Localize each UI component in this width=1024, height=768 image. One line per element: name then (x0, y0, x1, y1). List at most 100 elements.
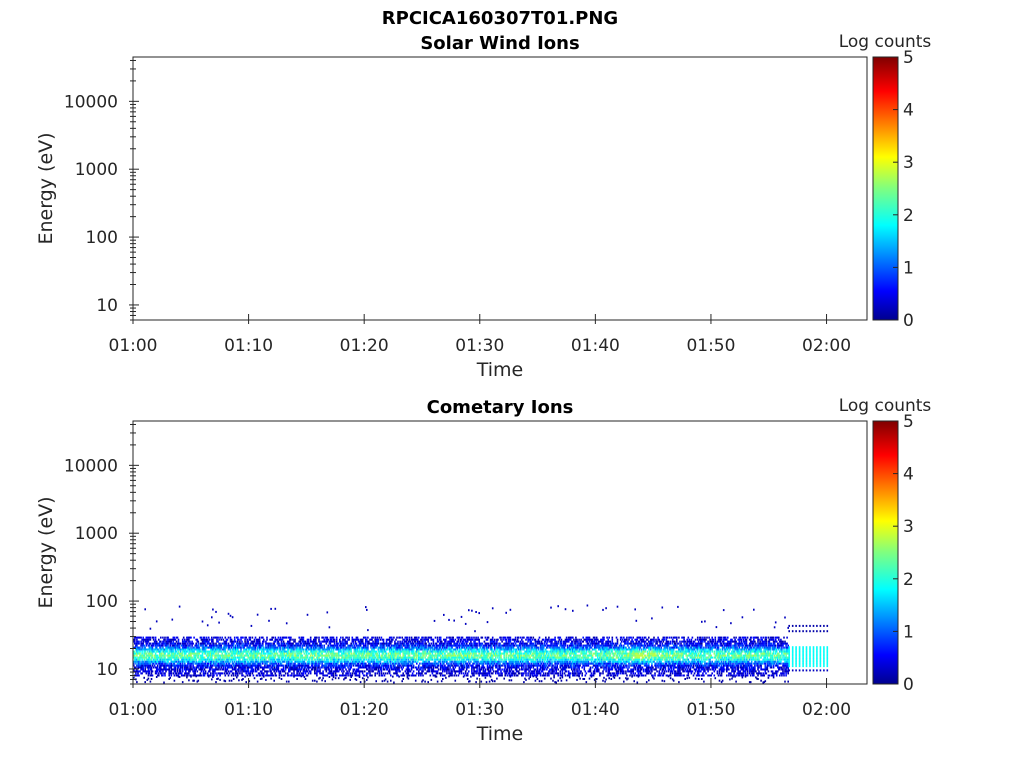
spectrogram-cell (252, 650, 255, 653)
spectrogram-cell (475, 638, 477, 641)
spectrogram-cell (367, 646, 369, 649)
spectrogram-cell (211, 678, 213, 681)
spectrogram-cell (371, 668, 373, 671)
spectrogram-cell (378, 666, 381, 669)
spectrogram-cell (426, 638, 428, 641)
spectrogram-cell (204, 672, 207, 675)
spectrogram-cell (325, 654, 328, 657)
spectrogram-cell (258, 662, 261, 665)
spectrogram-cell (225, 664, 228, 667)
spectrogram-cell (335, 670, 338, 673)
spectrogram-cell (316, 672, 318, 675)
spectrogram-cell (482, 654, 485, 657)
spectrogram-cell (482, 664, 485, 667)
spectrogram-cell (478, 648, 480, 651)
spectrogram-cell (449, 658, 451, 661)
spectrogram-cell (201, 660, 204, 663)
spectrogram-cell (449, 636, 451, 639)
spectrogram-cell (375, 638, 377, 641)
spectrogram-cell (271, 666, 273, 669)
spectrogram-cell (304, 670, 307, 673)
spectrogram-cell (259, 662, 262, 665)
spectrogram-cell (377, 666, 380, 669)
spectrogram-cell (241, 656, 243, 659)
spectrogram-cell (411, 646, 414, 649)
spectrogram-cell (328, 668, 331, 671)
spectrogram-cell (346, 642, 348, 645)
spectrogram-cell (210, 658, 212, 661)
spectrogram-cell (196, 654, 199, 657)
spectrogram-cell (294, 658, 296, 661)
spectrogram-cell (236, 660, 238, 663)
spectrogram-cell (203, 664, 206, 667)
spectrogram-cell (257, 668, 260, 671)
spectrogram-cell (423, 662, 425, 665)
spectrogram-cell (484, 674, 487, 677)
spectrogram-cell (279, 644, 282, 647)
spectrogram-cell (236, 670, 238, 673)
spectrogram-cell (264, 654, 266, 657)
spectrogram-cell (433, 650, 436, 653)
spectrogram-cell (453, 640, 455, 643)
spectrogram-cell (372, 654, 374, 657)
spectrogram-cell (219, 664, 221, 667)
spectrogram-cell (295, 642, 297, 645)
spectrogram-cell (220, 662, 222, 665)
spectrogram-cell (455, 670, 458, 673)
spectrogram-cell (472, 648, 474, 651)
spectrogram-cell (439, 638, 442, 641)
spectrogram-cell (225, 668, 228, 671)
spectrogram-cell (366, 652, 368, 655)
spectrogram-cell (148, 660, 151, 663)
spectrogram-cell (184, 642, 186, 645)
spectrogram-cell (243, 654, 245, 657)
spectrogram-cell (335, 674, 338, 677)
spectrogram-cell (376, 644, 378, 647)
spectrogram-cell (323, 674, 325, 677)
spectrogram-cell (207, 662, 210, 665)
spectrogram-cell (221, 656, 223, 659)
spectrogram-cell (310, 656, 313, 659)
spectrogram-cell (152, 648, 155, 651)
spectrogram-cell (277, 642, 280, 645)
spectrogram-cell (218, 672, 220, 675)
spectrogram-cell (433, 656, 436, 659)
spectrogram-cell (196, 662, 199, 665)
spectrogram-cell (247, 642, 249, 645)
spectrogram-cell (450, 654, 452, 657)
spectrogram-cell (225, 638, 228, 641)
spectrogram-cell (296, 660, 298, 663)
spectrogram-cell (186, 654, 188, 657)
spectrogram-cell (439, 660, 442, 663)
spectrogram-cell (210, 664, 212, 667)
spectrogram-cell (437, 664, 440, 667)
spectrogram-cell (212, 608, 214, 611)
spectrogram-cell (382, 672, 385, 675)
spectrogram-cell (174, 648, 177, 651)
spectrogram-cell (372, 670, 374, 673)
spectrogram-cell (159, 658, 161, 661)
spectrogram-cell (258, 674, 261, 677)
spectrogram-cell (422, 668, 424, 671)
spectrogram-cell (452, 638, 454, 641)
spectrogram-cell (341, 666, 343, 669)
spectrogram-cell (349, 668, 351, 671)
spectrogram-cell (404, 644, 407, 647)
spectrogram-cell (399, 642, 401, 645)
spectrogram-cell (225, 658, 228, 661)
spectrogram-cell (386, 642, 389, 645)
spectrogram-cell (443, 662, 445, 665)
spectrogram-cell (374, 672, 376, 675)
spectrogram-cell (257, 656, 260, 659)
spectrogram-cell (169, 648, 171, 651)
spectrogram-cell (449, 652, 451, 655)
spectrogram-cell (204, 652, 207, 655)
spectrogram-cell (251, 648, 254, 651)
spectrogram-cell (311, 660, 314, 663)
spectrogram-cell (367, 660, 369, 663)
spectrogram-cell (246, 646, 248, 649)
spectrogram-cell (247, 660, 249, 663)
spectrogram-cell (287, 664, 289, 667)
spectrogram-cell (315, 668, 317, 671)
spectrogram-cell (137, 672, 139, 675)
